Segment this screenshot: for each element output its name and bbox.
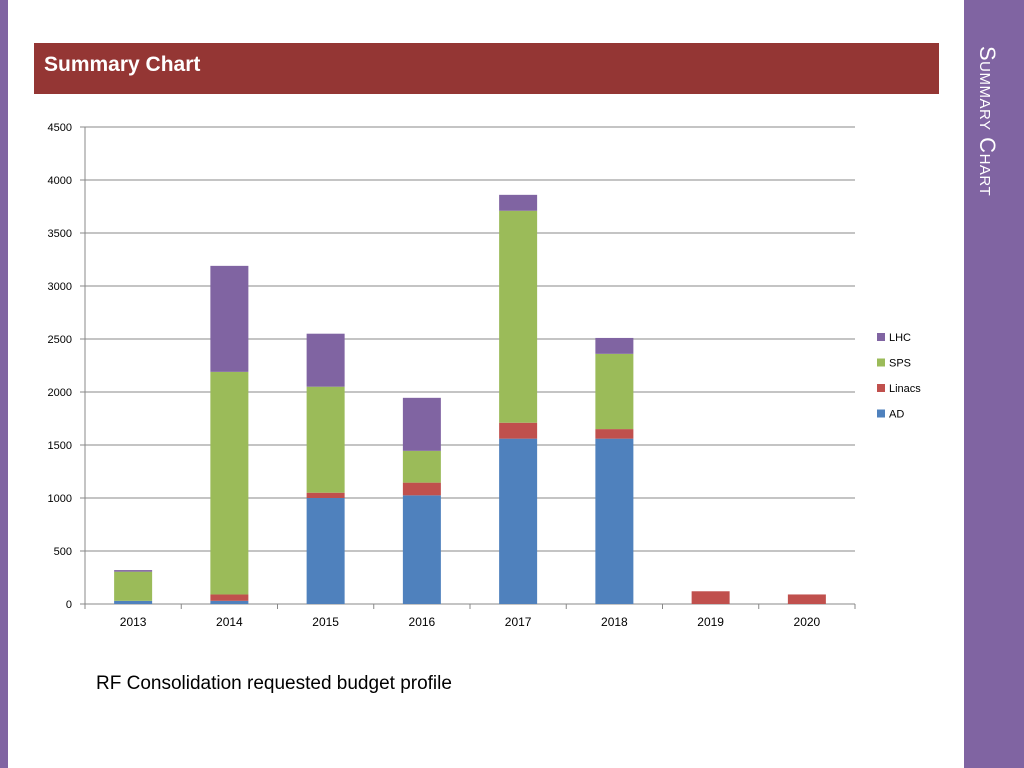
x-tick-label: 2013 [120,615,147,629]
left-accent-bar [0,0,8,768]
bar-segment-ad [402,495,441,604]
bar-segment-lhc [499,194,538,211]
y-tick-label: 2000 [48,387,72,399]
y-tick-label: 4500 [48,122,72,134]
y-tick-label: 2500 [48,334,72,346]
y-tick-label: 3000 [48,281,72,293]
x-tick-label: 2017 [505,615,532,629]
bar-segment-lhc [306,333,345,387]
x-tick-label: 2018 [601,615,628,629]
bar-segment-sps [402,450,441,483]
bar-segment-ad [499,438,538,604]
bar-segment-linacs [787,594,826,604]
x-tick-label: 2020 [794,615,821,629]
bar-segment-linacs [210,594,249,601]
legend-label-lhc: LHC [889,332,911,344]
bar-segment-sps [499,210,538,423]
y-tick-label: 4000 [48,175,72,187]
x-tick-label: 2015 [312,615,339,629]
legend-swatch-ad [877,409,885,418]
legend-label-linacs: Linacs [889,383,921,395]
y-tick-label: 1000 [48,493,72,505]
bar-segment-linacs [691,591,730,604]
bar-segment-linacs [595,429,634,439]
y-tick-label: 1500 [48,440,72,452]
bar-segment-lhc [210,265,249,372]
bar-segment-sps [114,571,153,601]
bar-segment-linacs [402,482,441,496]
title-bar: Summary Chart [34,43,939,94]
bar-segment-lhc [402,397,441,451]
chart-caption: RF Consolidation requested budget profil… [96,673,452,694]
slide-title: Summary Chart [44,53,201,76]
legend-label-sps: SPS [889,358,911,370]
x-tick-label: 2019 [697,615,724,629]
x-tick-label: 2014 [216,615,243,629]
side-panel [964,0,1024,768]
bar-segment-linacs [306,492,345,498]
side-title: Summary Chart [975,46,1000,197]
bar-segment-linacs [499,422,538,439]
bar-segment-ad [595,438,634,604]
legend-swatch-lhc [877,333,885,341]
y-tick-label: 0 [66,599,72,611]
y-tick-label: 3500 [48,228,72,240]
y-tick-label: 500 [54,546,72,558]
bar-segment-lhc [595,337,634,354]
bar-segment-ad [114,600,153,604]
bar-segment-lhc [114,570,153,572]
legend-swatch-sps [877,358,885,367]
bar-segment-sps [595,353,634,430]
bar-segment-sps [210,371,249,595]
x-tick-label: 2016 [409,615,436,629]
stacked-bar-chart: 0 500 1000 1500 2000 2500 3000 3500 4000 4500 2013… [48,122,922,629]
legend-label-ad: AD [889,409,904,421]
bar-segment-ad [306,498,345,604]
bar-segment-sps [306,386,345,493]
legend-swatch-linacs [877,384,885,392]
bar-segment-ad [210,600,249,604]
